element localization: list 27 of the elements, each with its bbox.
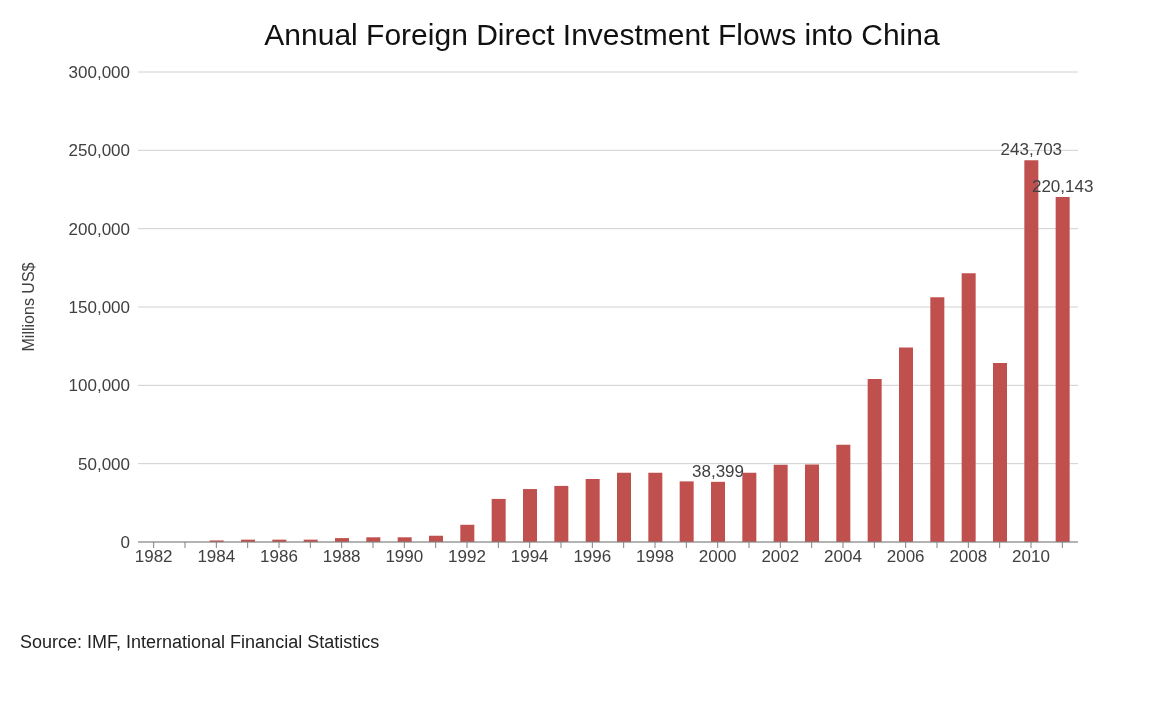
x-tick-label: 2010 xyxy=(1012,547,1050,567)
x-tick-label: 2008 xyxy=(949,547,988,567)
chart-title: Annual Foreign Direct Investment Flows into China xyxy=(263,17,941,52)
data-label: 38,399 xyxy=(692,461,744,481)
data-label: 243,703 xyxy=(1000,140,1063,160)
y-tick-label: 0 xyxy=(120,533,130,553)
x-tick-label: 2006 xyxy=(886,547,925,567)
y-tick-label: 150,000 xyxy=(68,298,130,318)
x-tick-label: 1994 xyxy=(510,547,549,567)
x-tick-label: 2000 xyxy=(698,547,737,567)
y-tick-label: 50,000 xyxy=(78,454,130,474)
x-tick-label: 1992 xyxy=(448,547,486,567)
x-tick-label: 1996 xyxy=(573,547,612,567)
x-tick-label: 1998 xyxy=(636,547,674,567)
x-tick-label: 2002 xyxy=(761,547,800,567)
y-tick-label: 100,000 xyxy=(68,376,130,396)
x-tick-label: 1990 xyxy=(385,547,424,567)
x-tick-label: 1988 xyxy=(322,547,361,567)
y-tick-label: 300,000 xyxy=(68,63,130,83)
y-axis-title: Millions US$ xyxy=(19,262,37,352)
y-tick-label: 200,000 xyxy=(68,219,130,239)
x-tick-label: 1984 xyxy=(197,547,236,567)
x-tick-label: 2004 xyxy=(824,547,862,567)
source-note: Source: IMF, International Financial Statistics xyxy=(19,632,381,653)
x-tick-label: 1986 xyxy=(260,547,298,567)
y-tick-label: 250,000 xyxy=(68,141,130,161)
x-tick-label: 1982 xyxy=(134,547,173,567)
